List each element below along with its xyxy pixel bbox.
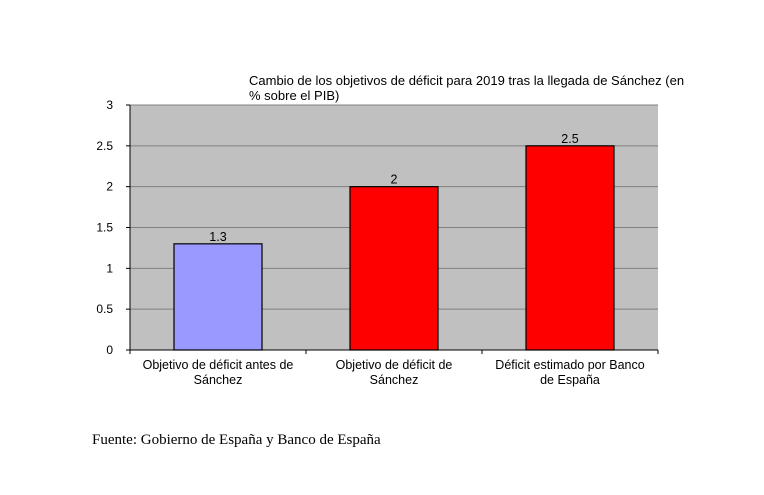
bar-value-label: 2.5 — [561, 132, 578, 146]
category-label: Sánchez — [370, 373, 419, 387]
x-axis-categories: Objetivo de déficit antes deSánchezObjet… — [143, 358, 645, 387]
y-tick-label: 0.5 — [96, 302, 113, 316]
y-tick-label: 2.5 — [96, 139, 113, 153]
bar-value-label: 1.3 — [209, 230, 226, 244]
chart-title-line: % sobre el PIB) — [249, 88, 339, 103]
bar — [349, 186, 439, 351]
bars — [173, 145, 615, 351]
y-axis-ticks: 0 0.5 1 1.5 2 2.5 3 — [96, 98, 130, 357]
y-tick-label: 1.5 — [96, 221, 113, 235]
source-note: Fuente: Gobierno de España y Banco de Es… — [92, 432, 381, 448]
y-tick-label: 3 — [106, 98, 113, 112]
bar-value-label: 2 — [391, 173, 398, 187]
value-labels: 1.3 2 2.5 — [209, 132, 578, 244]
category-label: Objetivo de déficit de — [336, 358, 453, 372]
bar — [173, 243, 263, 351]
category-label: Sánchez — [194, 373, 243, 387]
category-label: Déficit estimado por Banco — [495, 358, 644, 372]
y-tick-label: 2 — [106, 180, 113, 194]
category-label: de España — [540, 373, 600, 387]
chart-title-line: Cambio de los objetivos de déficit para … — [249, 73, 684, 88]
y-tick-label: 1 — [106, 261, 113, 275]
chart-title: Cambio de los objetivos de déficit para … — [249, 73, 684, 103]
bar — [525, 145, 615, 351]
category-label: Objetivo de déficit antes de — [143, 358, 294, 372]
y-tick-label: 0 — [106, 343, 113, 357]
bar-chart: Cambio de los objetivos de déficit para … — [96, 73, 684, 387]
